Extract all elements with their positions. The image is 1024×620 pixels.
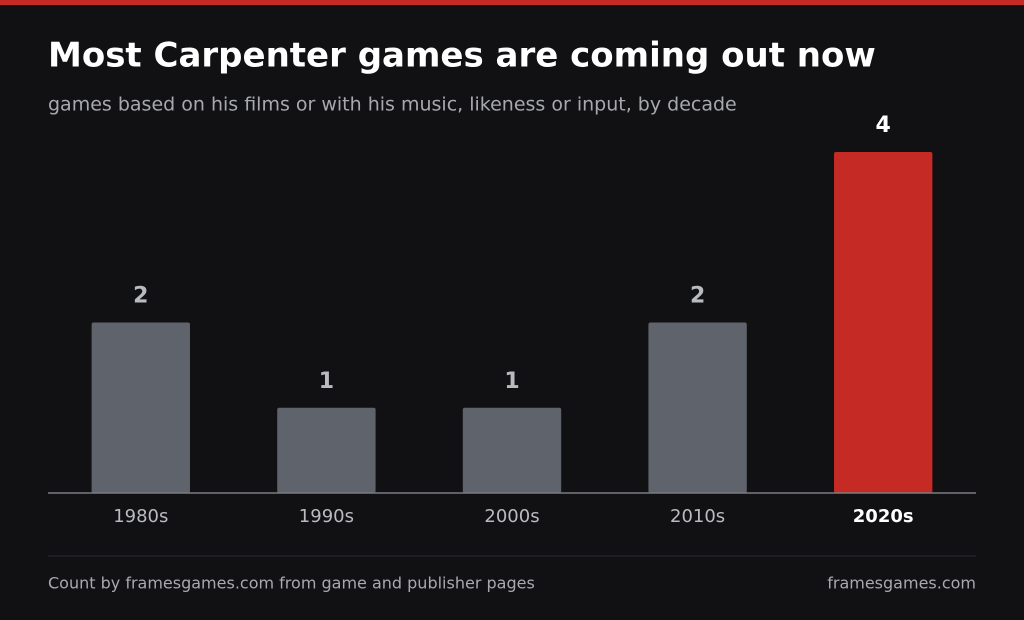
chart-title: Most Carpenter games are coming out now — [48, 36, 876, 76]
source-note: Count by framesgames.com from game and p… — [48, 574, 535, 593]
x-tick-label: 1980s — [113, 506, 168, 527]
x-tick-label: 2000s — [484, 506, 539, 527]
bar — [462, 407, 562, 493]
top-stripe — [0, 0, 1024, 5]
value-label: 2 — [690, 284, 705, 309]
x-tick-label: 2020s — [853, 506, 914, 527]
chart-subtitle: games based on his films or with his mus… — [48, 94, 737, 116]
value-label: 1 — [319, 369, 334, 394]
value-label: 2 — [133, 284, 148, 309]
bar — [277, 407, 376, 493]
bar — [91, 322, 190, 493]
bar — [648, 322, 747, 493]
value-label: 1 — [504, 369, 519, 394]
credit: framesgames.com — [827, 574, 976, 593]
bar — [834, 152, 933, 493]
value-label: 4 — [876, 113, 891, 138]
x-tick-label: 2010s — [670, 506, 725, 527]
x-tick-label: 1990s — [299, 506, 354, 527]
